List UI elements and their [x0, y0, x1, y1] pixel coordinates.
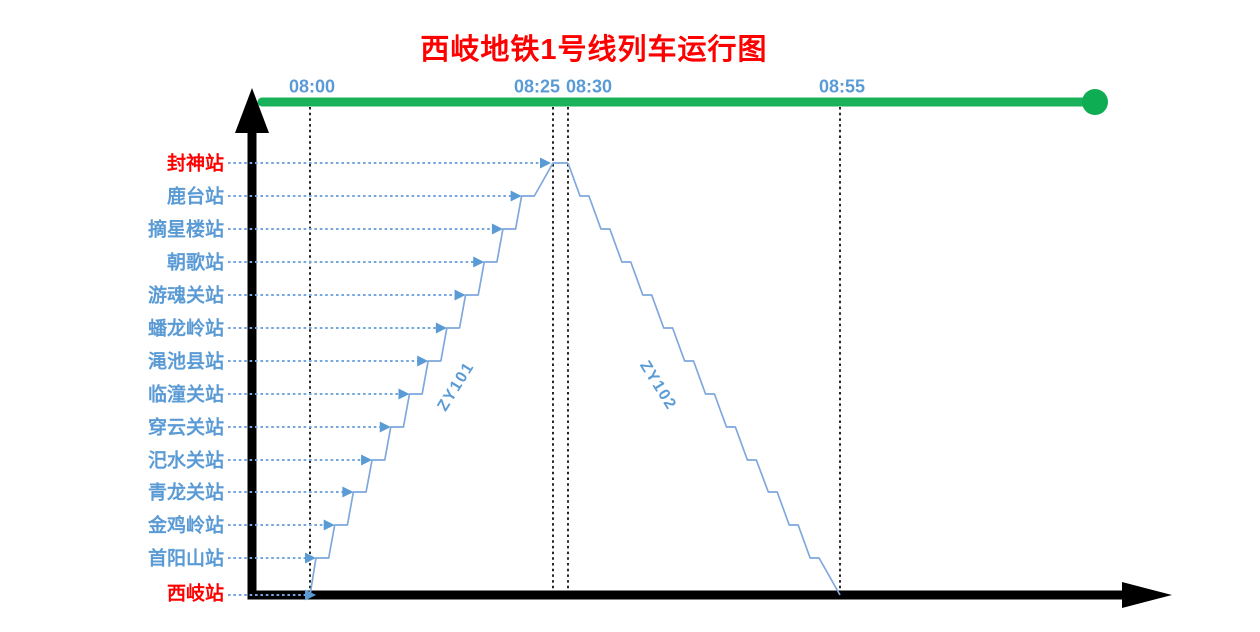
- station-label: 摘星楼站: [148, 218, 224, 241]
- station-leader-arrow: [323, 519, 335, 531]
- train-label-zy101: ZY101: [434, 359, 477, 414]
- time-tick-label: 08:25: [514, 76, 560, 96]
- station-label: 朝歌站: [167, 251, 224, 274]
- service-timeline-end-dot: [1082, 89, 1108, 115]
- station-label: 首阳山站: [148, 547, 224, 570]
- station-label: 游魂关站: [148, 284, 224, 307]
- station-label: 西岐站: [167, 582, 224, 605]
- station-leader-arrow: [510, 190, 522, 202]
- station-label: 渑池县站: [148, 350, 224, 373]
- time-tick-label: 08:30: [566, 76, 612, 96]
- station-leader-arrow: [305, 589, 316, 601]
- station-label: 蟠龙岭站: [148, 317, 224, 340]
- station-leader-arrow: [454, 289, 466, 301]
- train-label-zy102: ZY102: [636, 358, 679, 413]
- station-leader-arrow: [379, 421, 391, 433]
- time-tick-label: 08:55: [819, 76, 865, 96]
- station-label: 金鸡岭站: [147, 514, 224, 537]
- station-label: 穿云关站: [148, 416, 224, 439]
- y-axis-arrowhead: [235, 88, 269, 133]
- station-leader-arrow: [473, 256, 485, 268]
- station-leader-arrow: [435, 322, 447, 334]
- station-leader-arrow: [491, 223, 503, 235]
- station-leader-arrow: [361, 454, 373, 466]
- station-label: 青龙关站: [148, 481, 224, 504]
- station-leader-arrow: [540, 157, 551, 169]
- station-leader-arrow: [398, 388, 410, 400]
- chart-title: 西岐地铁1号线列车运行图: [420, 34, 768, 66]
- train-path-zy101: [309, 162, 568, 596]
- time-tick-label: 08:00: [289, 76, 335, 96]
- station-label: 封神站: [167, 152, 224, 175]
- station-label: 鹿台站: [167, 185, 224, 208]
- train-path-zy102: [567, 162, 841, 596]
- station-label: 汜水关站: [148, 449, 224, 472]
- station-leader-arrow: [305, 552, 316, 564]
- station-leader-arrow: [342, 486, 354, 498]
- station-label: 临潼关站: [148, 383, 224, 406]
- station-leader-arrow: [417, 355, 429, 367]
- x-axis-arrowhead: [1122, 582, 1172, 608]
